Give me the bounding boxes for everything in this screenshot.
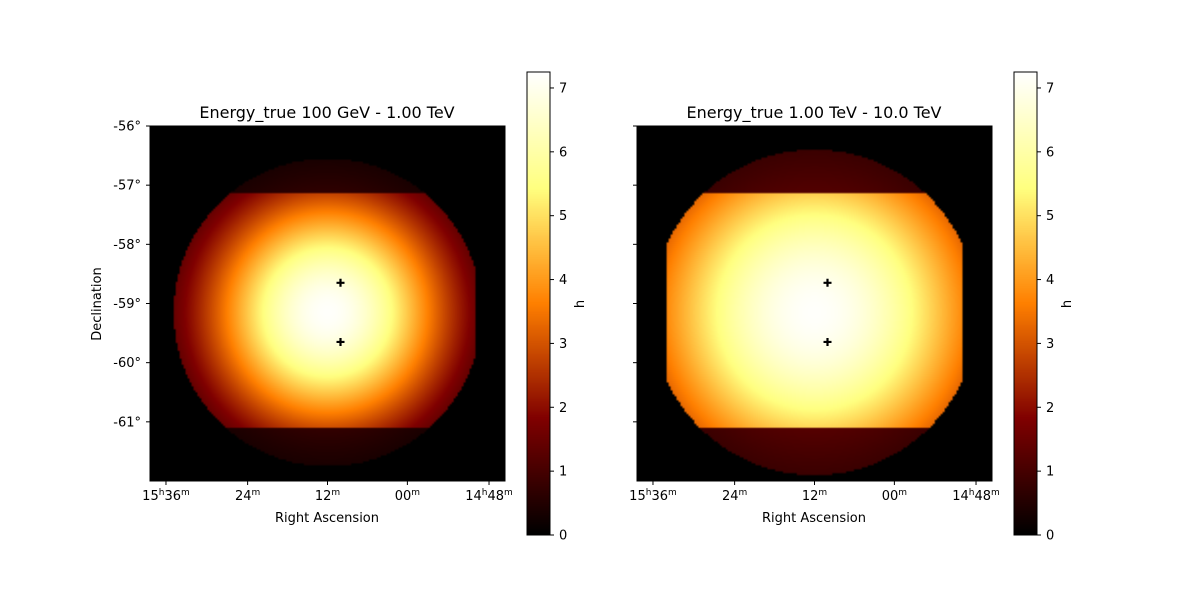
hour-symbol: h (646, 488, 652, 498)
colorbar-tick-label: 5 (559, 209, 567, 224)
colorbar-tick-label: 0 (1046, 529, 1054, 544)
right-colorbar-frame (1013, 71, 1038, 536)
x-tick-label: 24m (235, 488, 260, 504)
left-colorbar-ticks: 0 1 2 3 4 5 6 7 (550, 81, 567, 544)
colorbar-tick-label: 4 (1046, 273, 1054, 288)
right-colorbar-label: h (1060, 300, 1075, 308)
colorbar-tick-label: 7 (1046, 81, 1054, 96)
x-tick-label: 14h48m (465, 488, 513, 504)
x-tick-hours: 14 (952, 489, 969, 504)
colorbar-tick-label: 6 (1046, 145, 1054, 160)
source-position-marker (823, 278, 832, 287)
x-tick-minutes: 36 (164, 489, 181, 504)
y-tick-label: -59° (113, 297, 141, 312)
left-y-ticks: -56° -57° -58° -59° -60° -61° (113, 120, 150, 430)
minute-symbol: m (991, 488, 1000, 498)
colorbar-tick-label: 4 (559, 273, 567, 288)
minute-symbol: m (668, 488, 677, 498)
x-tick-label: 15h36m (629, 488, 677, 504)
colorbar-tick-label: 0 (559, 529, 567, 544)
x-tick-hours: 15 (142, 489, 159, 504)
minute-symbol: m (331, 488, 340, 498)
left-heatmap-image (150, 126, 505, 481)
right-colorbar-ticks: 0 1 2 3 4 5 6 7 (1037, 81, 1054, 544)
minute-symbol: m (818, 488, 827, 498)
x-tick-minutes: 00 (882, 489, 899, 504)
right-x-axis-label: Right Ascension (762, 511, 866, 526)
x-tick-minutes: 48 (487, 489, 504, 504)
y-tick-label: -61° (113, 415, 141, 430)
colorbar-tick-label: 3 (1046, 337, 1054, 352)
left-x-ticks: 15h36m 24m 12m 00m 14h48m (142, 481, 513, 504)
x-tick-label: 24m (722, 488, 747, 504)
x-tick-minutes: 24 (722, 489, 739, 504)
source-position-marker (336, 278, 345, 287)
x-tick-minutes: 00 (395, 489, 412, 504)
colorbar-tick-label: 2 (1046, 401, 1054, 416)
left-colorbar-label: h (573, 300, 588, 308)
right-y-ticks (633, 125, 637, 423)
right-x-ticks: 15h36m 24m 12m 00m 14h48m (629, 481, 1000, 504)
hour-symbol: h (482, 488, 488, 498)
right-colorbar-gradient (1014, 72, 1037, 535)
x-tick-minutes: 24 (235, 489, 252, 504)
hour-symbol: h (969, 488, 975, 498)
minute-symbol: m (504, 488, 513, 498)
y-tick-label: -57° (113, 179, 141, 194)
source-position-marker (336, 337, 345, 346)
left-markers (336, 278, 345, 346)
x-tick-label: 15h36m (142, 488, 190, 504)
right-panel-title: Energy_true 1.00 TeV - 10.0 TeV (687, 103, 942, 123)
minute-symbol: m (739, 488, 748, 498)
x-tick-label: 14h48m (952, 488, 1000, 504)
colorbar-tick-label: 7 (559, 81, 567, 96)
left-colorbar-gradient (527, 72, 550, 535)
x-tick-label: 12m (802, 488, 827, 504)
colorbar-tick-label: 6 (559, 145, 567, 160)
x-tick-minutes: 36 (651, 489, 668, 504)
x-tick-hours: 14 (465, 489, 482, 504)
left-x-axis-label: Right Ascension (275, 511, 379, 526)
colorbar-tick-label: 3 (559, 337, 567, 352)
minute-symbol: m (252, 488, 261, 498)
y-tick-label: -60° (113, 356, 141, 371)
x-tick-label: 00m (882, 488, 907, 504)
x-tick-minutes: 12 (802, 489, 819, 504)
colorbar-tick-label: 1 (559, 465, 567, 480)
x-tick-label: 00m (395, 488, 420, 504)
minute-symbol: m (898, 488, 907, 498)
x-tick-hours: 15 (629, 489, 646, 504)
right-markers (823, 278, 832, 346)
minute-symbol: m (181, 488, 190, 498)
left-panel: Energy_true 100 GeV - 1.00 TeV 15h36m 24m… (90, 71, 588, 544)
colorbar-tick-label: 1 (1046, 465, 1054, 480)
minute-symbol: m (411, 488, 420, 498)
y-tick-label: -56° (113, 120, 141, 135)
colorbar-tick-label: 2 (559, 401, 567, 416)
colorbar-tick-label: 5 (1046, 209, 1054, 224)
right-panel: Energy_true 1.00 TeV - 10.0 TeV 15h36m 24… (629, 71, 1075, 544)
hour-symbol: h (159, 488, 165, 498)
left-y-axis-label: Declination (90, 267, 105, 341)
x-tick-minutes: 12 (315, 489, 332, 504)
right-heatmap-image (637, 126, 992, 481)
source-position-marker (823, 337, 832, 346)
x-tick-minutes: 48 (974, 489, 991, 504)
left-panel-title: Energy_true 100 GeV - 1.00 TeV (199, 103, 454, 123)
x-tick-label: 12m (315, 488, 340, 504)
left-colorbar-frame (526, 71, 551, 536)
y-tick-label: -58° (113, 238, 141, 253)
